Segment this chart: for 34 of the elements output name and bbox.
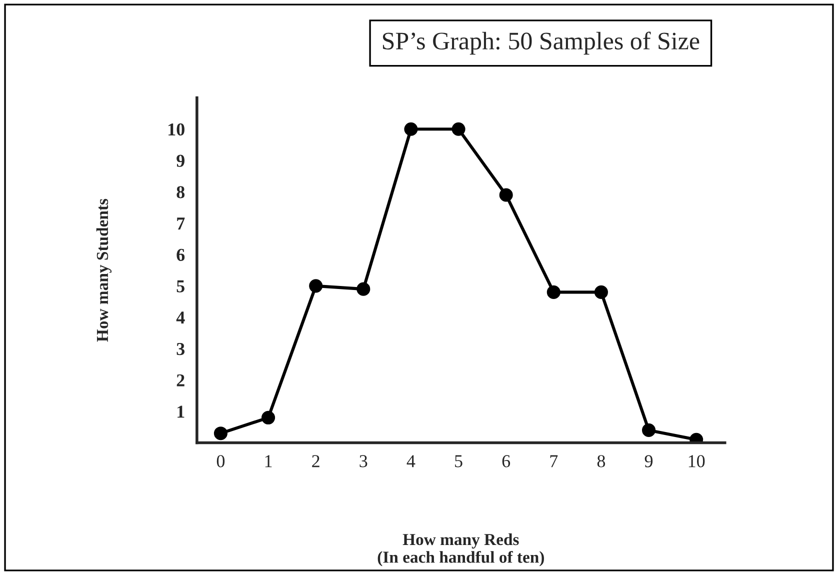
x-axis-title: How many Reds (In each handful of ten) bbox=[378, 533, 544, 566]
x-tick-label: 4 bbox=[406, 455, 416, 468]
y-tick-label: 5 bbox=[176, 280, 184, 292]
x-tick-label: 1 bbox=[265, 455, 272, 468]
point bbox=[546, 285, 560, 299]
point bbox=[594, 285, 608, 299]
x-tick-label: 5 bbox=[455, 455, 462, 468]
y-tick-label: 7 bbox=[177, 218, 185, 230]
point bbox=[499, 188, 513, 202]
point bbox=[214, 426, 228, 440]
x-tick-label: 8 bbox=[597, 455, 606, 468]
x-tick-label: 2 bbox=[312, 455, 320, 468]
x-tick-label: 3 bbox=[360, 455, 368, 468]
y-axis-title: How many Students bbox=[96, 198, 112, 342]
point bbox=[452, 122, 466, 136]
y-tick-label: 1 bbox=[178, 406, 184, 418]
y-tick-label: 2 bbox=[176, 374, 184, 386]
x-tick-label: 10 bbox=[688, 455, 705, 468]
x-tick-label: 9 bbox=[644, 455, 653, 468]
chart-title: SP’s Graph: 50 Samples of Size bbox=[382, 32, 700, 55]
point bbox=[309, 279, 323, 293]
x-tick-label: 6 bbox=[502, 455, 510, 468]
y-tick-label: 3 bbox=[176, 342, 185, 356]
y-tick-label: 8 bbox=[176, 186, 185, 198]
point bbox=[356, 282, 370, 296]
y-tick-label: 9 bbox=[176, 154, 184, 167]
x-tick-label: 7 bbox=[550, 455, 558, 468]
point bbox=[404, 122, 418, 136]
point bbox=[642, 423, 656, 437]
y-tick-label: 4 bbox=[176, 312, 185, 324]
x-tick-label: 0 bbox=[216, 455, 225, 468]
point bbox=[262, 410, 276, 424]
y-tick-label: 6 bbox=[176, 248, 185, 262]
y-tick-label: 10 bbox=[168, 123, 184, 136]
